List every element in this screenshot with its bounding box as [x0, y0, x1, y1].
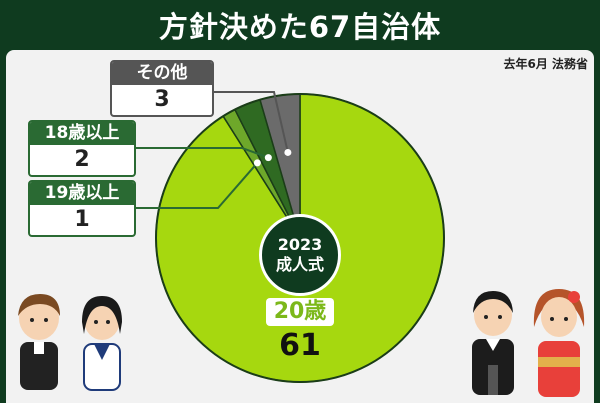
leader-line-2: [132, 147, 269, 159]
kimono-woman-icon: [533, 289, 585, 397]
callout-19plus-label: 19歳以上: [30, 182, 134, 205]
callout-other-label: その他: [112, 62, 212, 85]
callout-19plus: 19歳以上 1: [28, 180, 136, 237]
student-boy-icon: [18, 294, 60, 390]
page-title: 方針決めた67自治体: [158, 10, 442, 44]
callout-18plus-value: 2: [74, 147, 90, 172]
hakama-man-icon: [472, 291, 514, 395]
slice-label-20-value: 61: [279, 328, 321, 363]
slice-label-20-category: 20歳: [265, 298, 335, 326]
title-bar: 方針決めた67自治体: [0, 0, 600, 50]
callout-19plus-value: 1: [74, 207, 90, 232]
leader-line-3: [209, 91, 289, 153]
pie-outline: [155, 93, 445, 383]
center-badge-year: 2023: [277, 235, 323, 254]
leader-dot-2: [264, 154, 272, 162]
leader-line-1: [132, 162, 259, 209]
center-badge: 2023 成人式: [259, 214, 341, 296]
student-girl-icon: [82, 296, 122, 391]
callout-18plus-label: 18歳以上: [30, 122, 134, 145]
center-badge-text: 成人式: [275, 255, 324, 274]
leader-dot-1: [253, 159, 261, 167]
callout-other: その他 3: [110, 60, 214, 117]
callout-18plus: 18歳以上 2: [28, 120, 136, 177]
source-note: 去年6月 法務省: [503, 57, 588, 71]
callout-other-value: 3: [154, 87, 170, 112]
slice-label-20: 20歳 61: [258, 298, 342, 366]
leader-dot-3: [284, 148, 292, 156]
